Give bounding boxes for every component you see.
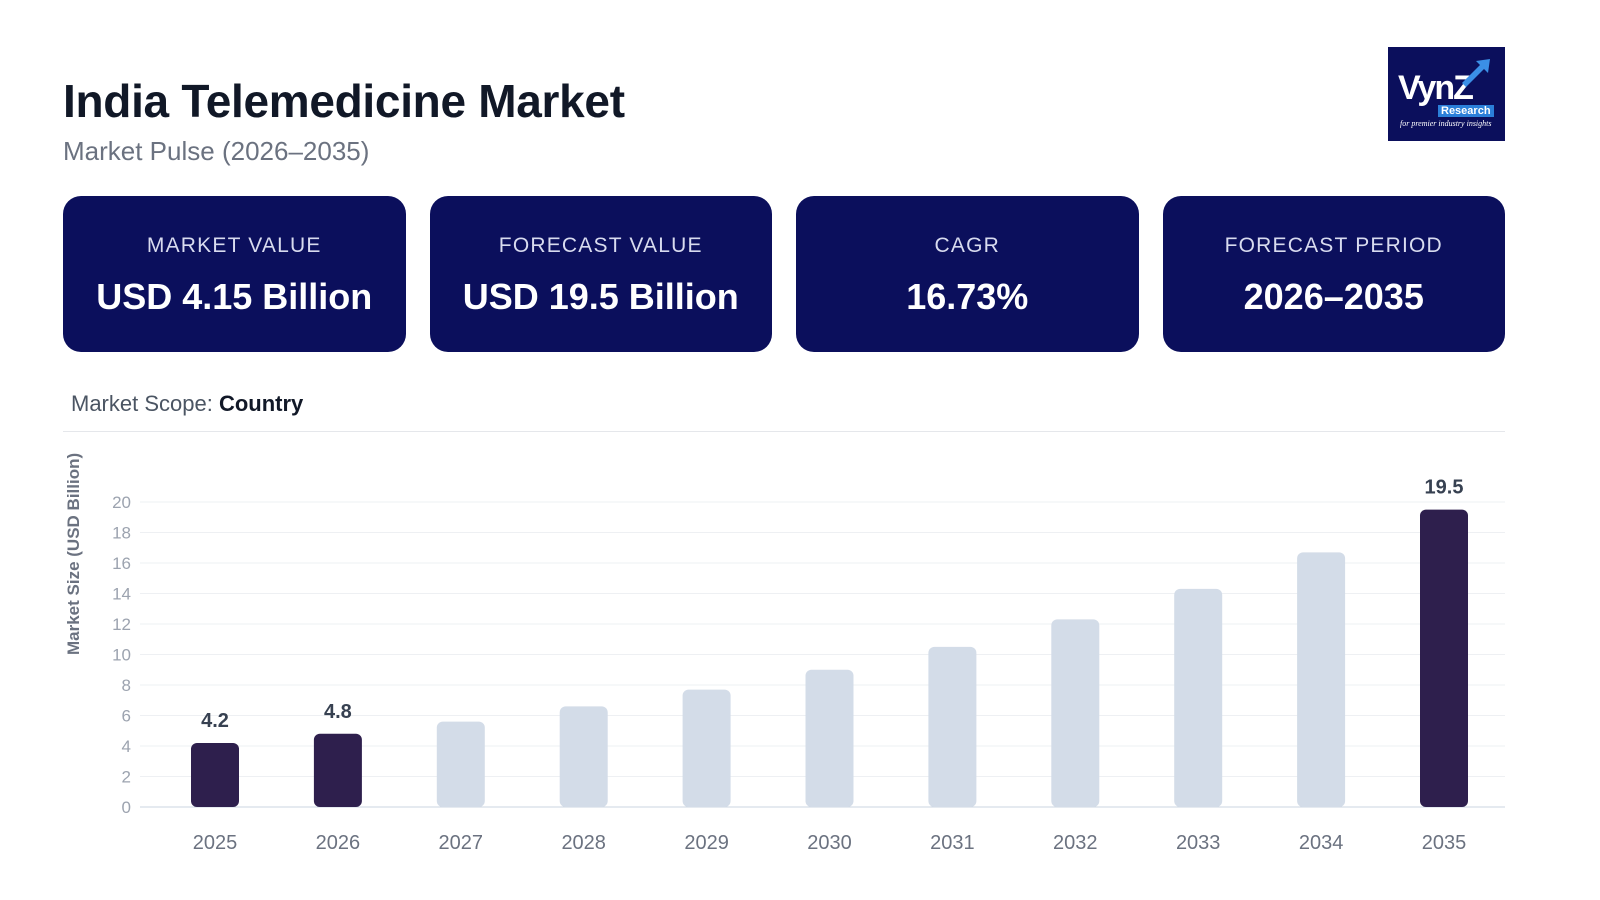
y-tick-label: 18 — [112, 524, 131, 543]
x-tick-label: 2027 — [439, 832, 484, 854]
scope-value: Country — [218, 391, 304, 416]
bar-chart: 0 2 4 6 8 10 12 14 16 18 20 2025 4.2 2026 4.8 2027 2028 2… — [112, 477, 1505, 854]
kpi-value: USD 4.15 Billion — [96, 276, 373, 317]
kpi-card-forecast-value: FORECAST VALUE USD 19.5 Billion — [429, 196, 772, 352]
kpi-label: CAGR — [934, 234, 1000, 257]
page-title: India Telemedicine Market — [63, 75, 625, 127]
kpi-label: FORECAST PERIOD — [1224, 234, 1443, 257]
x-tick-label: 2029 — [684, 832, 729, 854]
y-tick-label: 4 — [122, 737, 131, 756]
bar-2034 — [1297, 552, 1346, 807]
x-tick-label: 2031 — [930, 832, 975, 854]
bar-2030 — [805, 669, 854, 807]
vynz-logo: VynZ Research for premier industry insig… — [1388, 47, 1505, 141]
logo-tagline: for premier industry insights — [1400, 119, 1492, 128]
bar-2033 — [1174, 588, 1223, 807]
x-tick-label: 2025 — [193, 832, 238, 854]
kpi-value: USD 19.5 Billion — [462, 276, 739, 317]
y-tick-label: 6 — [122, 707, 131, 726]
arrow-icon — [1462, 59, 1490, 87]
bar-2029 — [682, 689, 731, 807]
bar-2025 — [191, 742, 239, 807]
scope-label: Market Scope: — [71, 391, 213, 416]
x-tick-label: 2034 — [1299, 832, 1344, 854]
y-tick-label: 20 — [112, 493, 131, 512]
y-tick-label: 10 — [112, 646, 131, 665]
y-tick-label: 0 — [122, 798, 131, 817]
x-tick-label: 2026 — [316, 832, 361, 854]
data-label: 4.2 — [201, 710, 229, 732]
y-tick-label: 12 — [112, 615, 131, 634]
kpi-label: FORECAST VALUE — [498, 234, 703, 257]
kpi-card-market-value: MARKET VALUE USD 4.15 Billion — [63, 196, 406, 352]
x-tick-label: 2033 — [1176, 832, 1221, 854]
kpi-value: 2026–2035 — [1243, 276, 1424, 317]
kpi-label: MARKET VALUE — [146, 234, 322, 257]
page-subtitle: Market Pulse (2026–2035) — [63, 136, 370, 166]
x-tick-label: 2030 — [807, 832, 852, 854]
market-scope: Market Scope: Country — [71, 391, 303, 417]
x-tick-label: 2032 — [1053, 832, 1098, 854]
y-tick-label: 8 — [122, 676, 131, 695]
kpi-cards: MARKET VALUE USD 4.15 Billion FORECAST V… — [63, 196, 1505, 352]
y-tick-label: 14 — [112, 585, 131, 604]
bar-2026 — [313, 733, 362, 807]
kpi-value: 16.73% — [906, 276, 1029, 317]
kpi-card-forecast-period: FORECAST PERIOD 2026–2035 — [1162, 196, 1505, 352]
x-tick-label: 2035 — [1422, 832, 1467, 854]
bar-2032 — [1051, 619, 1100, 807]
divider — [63, 431, 1505, 432]
bar-2031 — [928, 646, 977, 807]
y-tick-label: 2 — [122, 768, 131, 787]
data-label: 4.8 — [324, 701, 352, 723]
logo-research: Research — [1438, 105, 1494, 117]
logo-brand: VynZ — [1398, 69, 1474, 107]
kpi-card-cagr: CAGR 16.73% — [796, 196, 1139, 352]
bar-2035 — [1420, 509, 1468, 807]
x-tick-label: 2028 — [561, 832, 606, 854]
bar-2027 — [436, 721, 485, 807]
data-label: 19.5 — [1425, 477, 1464, 499]
bar-2028 — [559, 706, 608, 807]
y-tick-label: 16 — [112, 554, 131, 573]
